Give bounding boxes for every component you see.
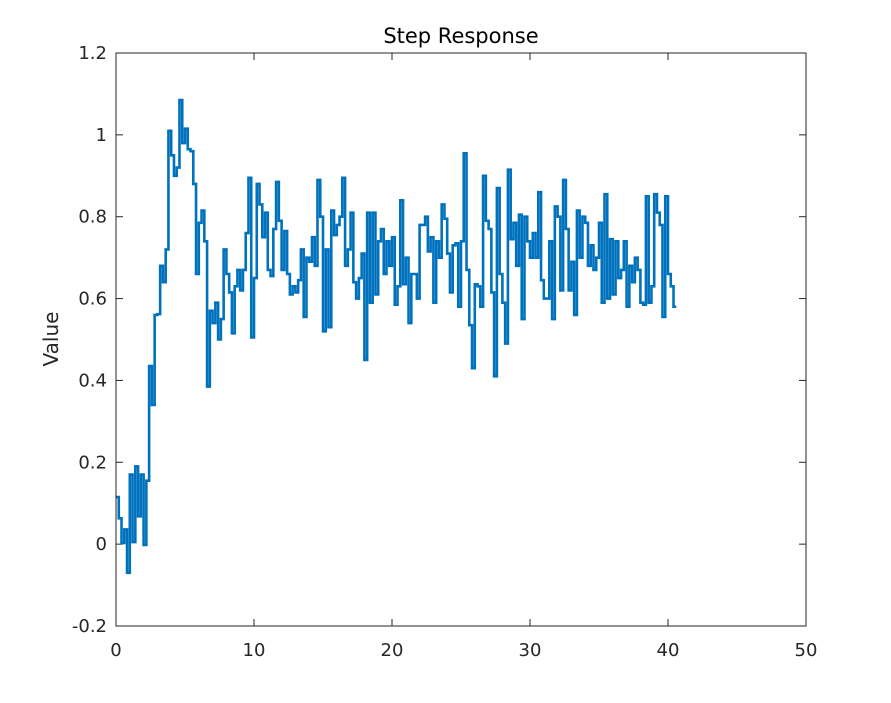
y-tick-label: 0.4 bbox=[78, 370, 107, 391]
series-line bbox=[116, 98, 677, 575]
axes-box bbox=[115, 52, 807, 627]
x-tick-label: 30 bbox=[519, 640, 542, 661]
plot-area bbox=[116, 53, 806, 626]
tick-labels: 0 10 20 30 40 50-0.200.20.40.60.811.2 bbox=[72, 43, 818, 661]
y-axis-title: Value bbox=[39, 312, 63, 367]
y-tick-label: 1.2 bbox=[78, 43, 107, 64]
x-tick-label: 20 bbox=[381, 640, 404, 661]
x-tick-label: 0 bbox=[110, 640, 121, 661]
series-group bbox=[116, 98, 677, 575]
y-tick-label: 1 bbox=[96, 125, 107, 146]
y-tick-label: 0.8 bbox=[78, 207, 107, 228]
x-tick-label: 50 bbox=[795, 640, 818, 661]
y-tick-label: -0.2 bbox=[72, 616, 107, 637]
x-tick-label: 10 bbox=[243, 640, 266, 661]
y-tick-label: 0 bbox=[96, 534, 107, 555]
y-tick-label: 0.6 bbox=[78, 289, 107, 310]
x-tick-label: 40 bbox=[657, 640, 680, 661]
y-tick-label: 0.2 bbox=[78, 452, 107, 473]
chart-title: Step Response bbox=[383, 24, 538, 48]
